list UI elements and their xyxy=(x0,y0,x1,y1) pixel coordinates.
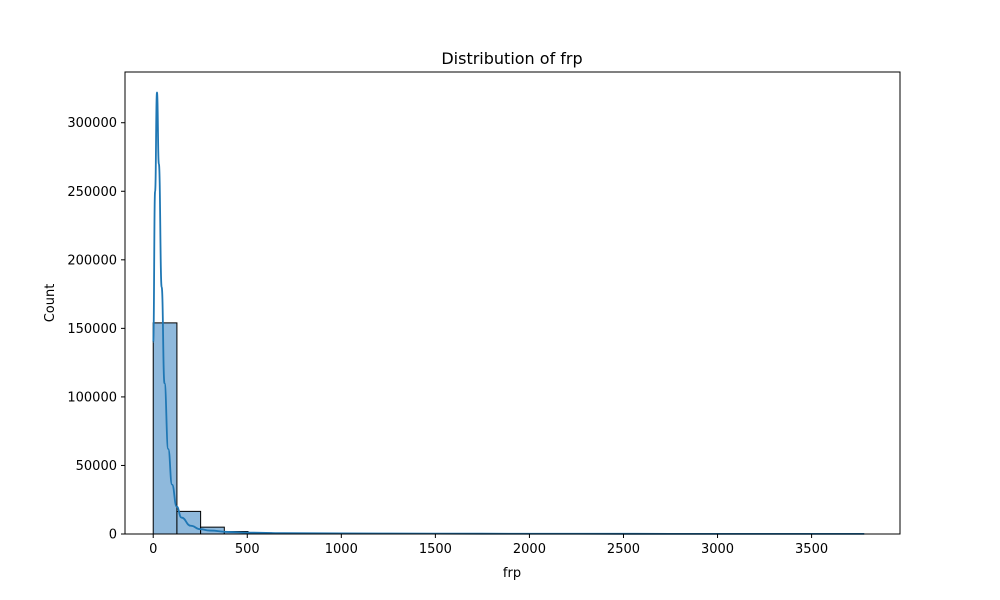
y-tick-label: 200000 xyxy=(67,253,117,268)
x-axis: 0 500 1000 1500 2000 2500 3000 3500 xyxy=(149,534,828,557)
y-tick-label: 300000 xyxy=(67,116,117,131)
x-tick-label: 3000 xyxy=(701,542,734,557)
y-tick-label: 0 xyxy=(109,528,117,543)
y-tick-label: 250000 xyxy=(67,185,117,200)
histogram-bar xyxy=(152,322,178,535)
x-tick-label: 0 xyxy=(149,542,157,557)
x-tick-label: 500 xyxy=(235,542,260,557)
y-tick-label: 150000 xyxy=(67,322,117,337)
x-tick-label: 1500 xyxy=(419,542,452,557)
y-axis-label: Count xyxy=(43,284,58,323)
chart-title: Distribution of frp xyxy=(441,49,582,68)
x-tick-label: 2500 xyxy=(607,542,640,557)
y-tick-label: 50000 xyxy=(76,459,117,474)
x-tick-label: 1000 xyxy=(325,542,358,557)
plot-frame xyxy=(124,71,901,535)
y-tick-label: 100000 xyxy=(67,390,117,405)
x-tick-label: 3500 xyxy=(795,542,828,557)
x-tick-label: 2000 xyxy=(513,542,546,557)
y-axis: 0 50000 100000 150000 200000 250000 300000 xyxy=(67,116,125,543)
x-axis-label: frp xyxy=(503,566,521,581)
